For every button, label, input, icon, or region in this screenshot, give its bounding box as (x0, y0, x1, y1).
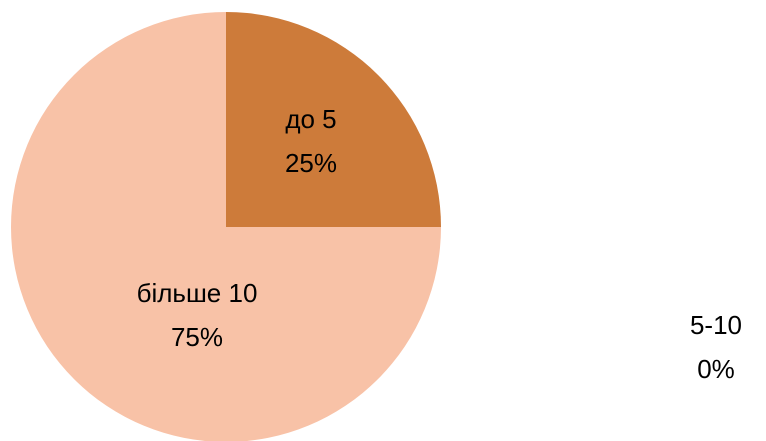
pie-slice-0 (226, 12, 441, 227)
data-label-2: більше 10 75% (137, 278, 258, 352)
data-label-0: до 5 25% (285, 104, 337, 178)
data-label-category-2: більше 10 (137, 278, 258, 308)
data-label-category-1: 5-10 (690, 310, 742, 340)
data-label-percent-2: 75% (171, 322, 223, 352)
data-label-percent-0: 25% (285, 148, 337, 178)
data-label-1: 5-10 0% (690, 310, 742, 384)
pie-slices (11, 12, 441, 441)
data-label-category-0: до 5 (285, 104, 336, 134)
data-label-percent-1: 0% (697, 354, 735, 384)
pie-labels: до 5 25% 5-10 0% більше 10 75% (137, 104, 742, 384)
pie-slice-2 (11, 12, 441, 441)
